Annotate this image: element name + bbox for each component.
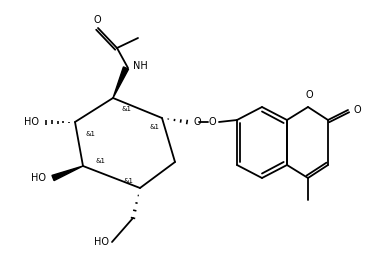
Text: &1: &1 xyxy=(86,131,96,137)
Polygon shape xyxy=(52,166,83,181)
Polygon shape xyxy=(113,67,129,98)
Text: &1: &1 xyxy=(95,158,105,164)
Text: O: O xyxy=(305,90,313,100)
Text: HO: HO xyxy=(24,117,39,127)
Text: NH: NH xyxy=(133,61,148,71)
Text: HO: HO xyxy=(94,237,109,247)
Text: &1: &1 xyxy=(123,178,133,184)
Text: HO: HO xyxy=(31,173,46,183)
Text: &1: &1 xyxy=(149,124,159,130)
Text: O: O xyxy=(193,117,201,127)
Text: &1: &1 xyxy=(121,106,131,112)
Text: O: O xyxy=(353,105,361,115)
Text: O: O xyxy=(93,15,101,25)
Text: O: O xyxy=(209,117,216,127)
